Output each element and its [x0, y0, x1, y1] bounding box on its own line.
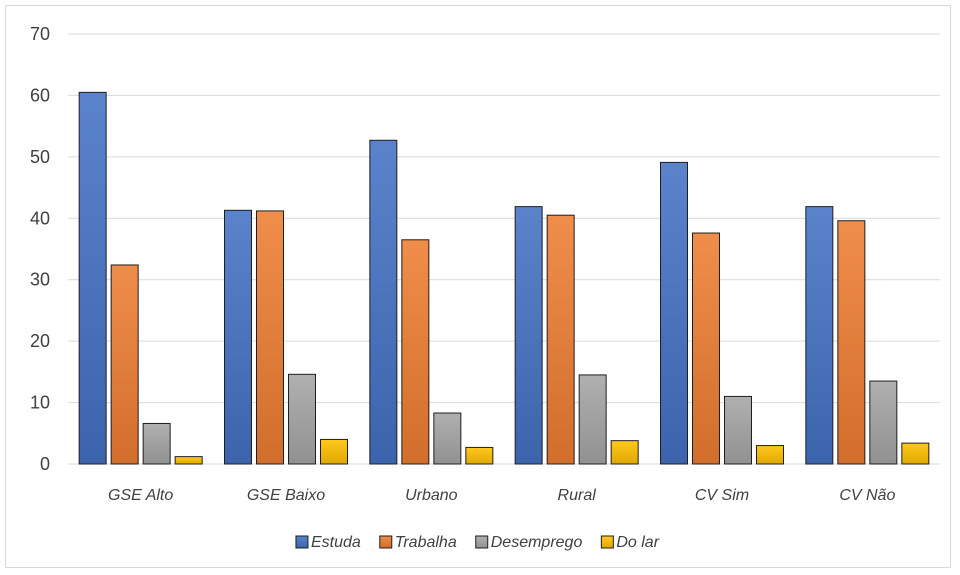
legend-swatch-estuda — [295, 535, 309, 549]
bar-desemprego-2 — [433, 412, 462, 465]
y-tick-label: 40 — [30, 208, 50, 228]
legend-swatch-do-lar — [600, 535, 614, 549]
gridlines — [68, 33, 940, 465]
x-category-label: Urbano — [405, 487, 458, 504]
bar-trabalha-4 — [692, 232, 720, 465]
bar-do-lar-2 — [465, 446, 494, 465]
bar-estuda-3 — [514, 206, 543, 465]
bar-desemprego-1 — [288, 373, 316, 465]
y-tick-label: 0 — [40, 454, 50, 474]
legend-swatch-trabalha — [379, 535, 393, 549]
bar-trabalha-2 — [401, 239, 430, 465]
y-tick-label: 30 — [30, 270, 50, 290]
bar-estuda-5 — [805, 206, 834, 465]
legend-label: Estuda — [311, 534, 361, 551]
bar-do-lar-3 — [610, 440, 639, 465]
bar-trabalha-3 — [546, 214, 575, 465]
bar-estuda-4 — [660, 161, 688, 465]
bar-estuda-2 — [369, 139, 398, 465]
bar-trabalha-0 — [110, 264, 139, 465]
legend: Estuda Trabalha Desemprego Do lar — [295, 534, 660, 551]
y-tick-label: 50 — [30, 147, 50, 167]
bar-do-lar-4 — [756, 445, 784, 465]
x-axis-categories: GSE Alto GSE Baixo Urbano Rural CV Sim CV Não — [108, 487, 895, 504]
legend-label: Do lar — [616, 534, 659, 551]
y-tick-label: 70 — [30, 24, 50, 44]
bar-desemprego-0 — [142, 422, 171, 465]
bar-trabalha-5 — [837, 220, 866, 465]
legend-swatch-desemprego — [475, 535, 489, 549]
x-category-label: Rural — [558, 487, 597, 504]
x-category-label: CV Sim — [695, 487, 749, 504]
y-tick-label: 10 — [30, 393, 50, 413]
x-category-label: CV Não — [839, 487, 895, 504]
bar-trabalha-1 — [256, 210, 284, 465]
x-category-label: GSE Alto — [108, 487, 173, 504]
chart-frame — [5, 5, 951, 568]
bar-do-lar-0 — [174, 456, 203, 465]
bar-desemprego-3 — [578, 374, 607, 465]
bar-do-lar-1 — [320, 438, 348, 465]
bar-do-lar-5 — [901, 442, 930, 465]
bar-desemprego-5 — [869, 380, 898, 465]
bars — [78, 91, 930, 465]
bar-desemprego-4 — [724, 395, 752, 465]
x-category-label: GSE Baixo — [247, 487, 325, 504]
bar-estuda-1 — [224, 209, 252, 465]
y-tick-label: 60 — [30, 85, 50, 105]
y-axis-ticks: 0 10 20 30 40 50 60 70 — [30, 24, 50, 474]
legend-label: Trabalha — [395, 534, 457, 551]
y-tick-label: 20 — [30, 331, 50, 351]
bar-estuda-0 — [78, 91, 107, 465]
legend-label: Desemprego — [491, 534, 583, 551]
